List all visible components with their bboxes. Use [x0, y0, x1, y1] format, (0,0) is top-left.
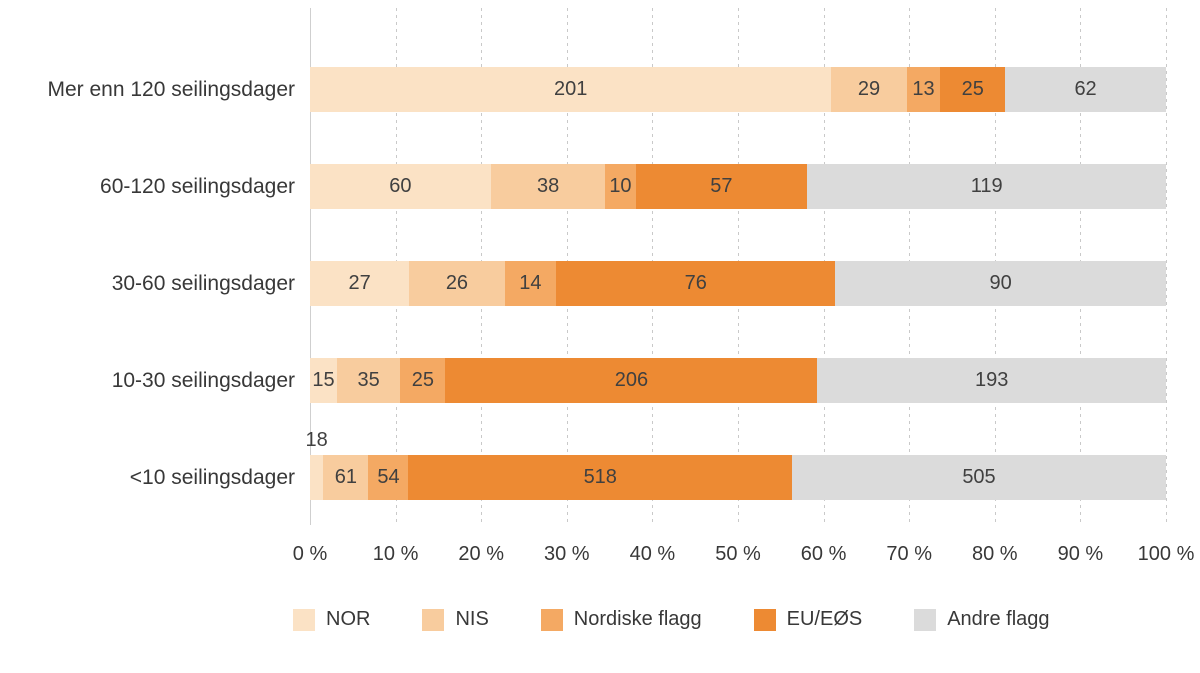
legend-swatch-icon: [753, 608, 776, 631]
x-axis-tick-label: 70 %: [886, 543, 932, 565]
bar-segment-nordiske-flagg: 10: [605, 164, 636, 209]
x-axis-tick-label: 80 %: [972, 543, 1018, 565]
segment-value-label: 119: [970, 175, 1003, 197]
bar-segment-eu-e-s: 25: [940, 67, 1006, 112]
x-axis-tick-label: 10 %: [372, 543, 419, 565]
bar-row: 15 35 25 206 193: [310, 358, 1166, 403]
segment-value-label: 193: [975, 369, 1009, 391]
category-label: Mer enn 120 seilingsdager: [47, 77, 296, 101]
bar-segment-nis: 61: [323, 455, 369, 500]
bar-segment-nor: [310, 455, 324, 500]
legend-swatch-icon: [540, 608, 563, 631]
x-axis-tick-label: 60 %: [800, 543, 847, 565]
category-label: 60-120 seilingsdager: [100, 174, 295, 198]
x-axis-tick-label: 100 %: [1137, 543, 1195, 565]
x-axis-tick-label: 20 %: [458, 543, 504, 565]
segment-value-label: 62: [1074, 78, 1097, 100]
x-axis-tick-label: 90 %: [1057, 543, 1104, 565]
category-label: 10-30 seilingsdager: [111, 368, 295, 392]
segment-value-label: 26: [445, 272, 469, 294]
bar-segment-andre-flagg: 62: [1005, 67, 1166, 112]
x-axis-tick-label: 0 %: [292, 543, 328, 565]
segment-value-label: 206: [614, 369, 649, 391]
bar-row: 27 26 14 76 90: [310, 261, 1166, 306]
bar-segment-andre-flagg: 193: [817, 358, 1166, 403]
x-axis-tick-label: 40 %: [629, 543, 676, 565]
legend-label: NIS: [455, 608, 489, 630]
legend-swatch-icon: [914, 608, 937, 631]
bar-segment-eu-e-s: 518: [408, 455, 793, 500]
bar-segment-nordiske-flagg: 14: [504, 261, 557, 306]
segment-value-label-outside: 18: [305, 429, 328, 451]
bar-segment-nor: 60: [310, 164, 491, 209]
bar-row: 60 38 10 57 119: [310, 164, 1166, 209]
legend-label: Nordiske flagg: [573, 608, 702, 630]
bar-segment-nis: 29: [831, 67, 907, 112]
segment-value-label: 13: [912, 78, 935, 100]
legend-item-andre-flagg: Andre flagg: [914, 608, 1050, 631]
gridline: [1166, 8, 1167, 525]
segment-value-label: 90: [989, 272, 1012, 294]
bar-segment-andre-flagg: 505: [792, 455, 1166, 500]
bar-segment-nor: 27: [310, 261, 410, 306]
bar-row: 201 29 13 25 62: [310, 67, 1166, 112]
bar-segment-nordiske-flagg: 25: [400, 358, 446, 403]
segment-value-label: 518: [583, 466, 617, 488]
legend-item-nor: NOR: [293, 608, 370, 631]
segment-value-label: 25: [961, 78, 984, 100]
segment-value-label: 29: [857, 78, 881, 100]
segment-value-label: 14: [519, 272, 542, 294]
bar-segment-nis: 38: [490, 164, 606, 209]
bar-segment-andre-flagg: 90: [835, 261, 1166, 306]
bar-segment-andre-flagg: 119: [807, 164, 1166, 209]
segment-value-label: 57: [710, 175, 733, 197]
bar-segment-nor: 201: [310, 67, 832, 112]
segment-value-label: 61: [334, 466, 358, 488]
segment-value-label: 38: [536, 175, 560, 197]
legend-label: EU/EØS: [786, 608, 863, 630]
bar-segment-eu-e-s: 57: [635, 164, 808, 209]
segment-value-label: 10: [609, 175, 632, 197]
category-label: <10 seilingsdager: [129, 465, 295, 489]
legend-item-eu-e-s: EU/EØS: [753, 608, 863, 631]
bar-segment-nordiske-flagg: 13: [906, 67, 941, 112]
segment-value-label: 35: [357, 369, 380, 391]
segment-value-label: 201: [554, 78, 588, 100]
bar-row: 61 54 518 505: [310, 455, 1166, 500]
legend-item-nordiske-flagg: Nordiske flagg: [540, 608, 702, 631]
bar-segment-nordiske-flagg: 54: [368, 455, 409, 500]
segment-value-label: 60: [389, 175, 412, 197]
segment-value-label: 25: [411, 369, 434, 391]
legend-label: Andre flagg: [947, 608, 1050, 630]
legend: NOR NIS Nordiske flagg EU/EØS Andre flagg: [293, 608, 1050, 631]
legend-label: NOR: [326, 608, 371, 630]
bar-segment-nis: 35: [337, 358, 401, 403]
segment-value-label: 76: [684, 272, 707, 294]
x-axis-tick-label: 30 %: [544, 543, 590, 565]
category-label: 30-60 seilingsdager: [111, 271, 295, 295]
legend-swatch-icon: [422, 608, 445, 631]
segment-value-label: 27: [348, 272, 371, 294]
bar-segment-nis: 26: [409, 261, 505, 306]
segment-value-label: 15: [312, 369, 335, 391]
legend-item-nis: NIS: [422, 608, 489, 631]
segment-value-label: 54: [377, 466, 400, 488]
bar-segment-eu-e-s: 206: [445, 358, 818, 403]
x-axis-tick-label: 50 %: [715, 543, 761, 565]
legend-swatch-icon: [293, 608, 315, 631]
bar-segment-eu-e-s: 76: [556, 261, 836, 306]
segment-value-label: 505: [962, 466, 996, 488]
bar-segment-nor: 15: [310, 358, 338, 403]
